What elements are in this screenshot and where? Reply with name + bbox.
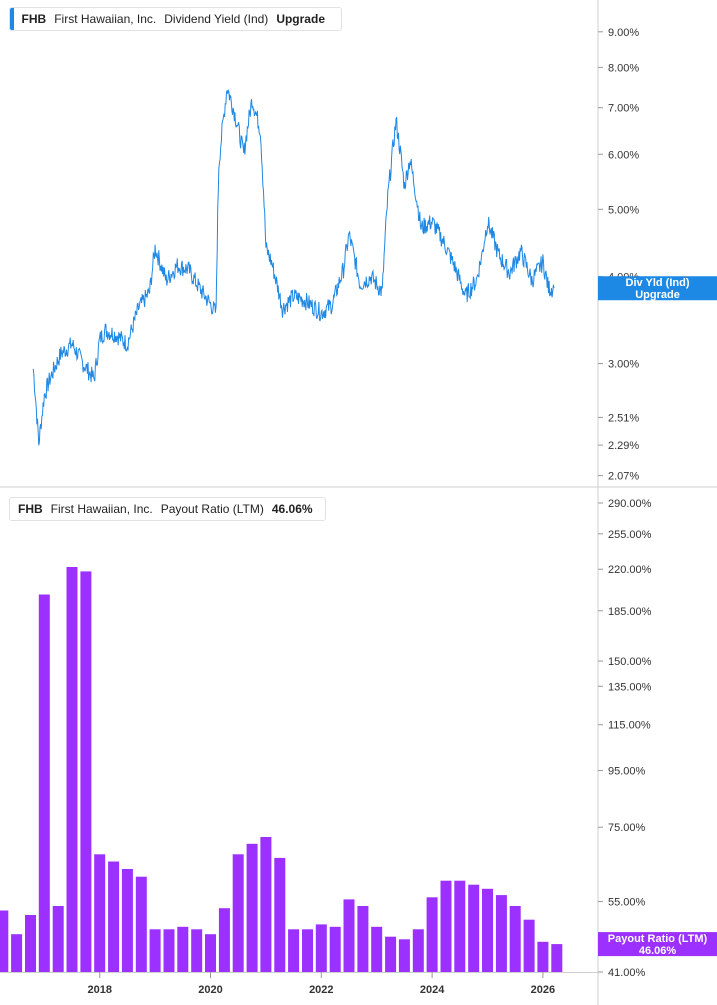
payout-bar (482, 888, 493, 972)
y-tick-label: 55.00% (608, 897, 646, 909)
payout-bar (454, 880, 466, 972)
dividend-yield-plot (32, 88, 555, 446)
payout-bar (80, 571, 92, 972)
payout-bar (426, 897, 438, 972)
x-tick-label: 2026 (531, 984, 555, 996)
payout-bar (218, 908, 230, 972)
y-tick-label: 41.00% (608, 967, 646, 979)
y-tick-label: 7.00% (608, 103, 639, 115)
y-tick-label: 135.00% (608, 681, 652, 693)
legend-company: First Hawaiian, Inc. (50, 502, 153, 516)
payout-bar (246, 843, 258, 972)
dividend-yield-line (32, 88, 555, 446)
payout-bar (38, 594, 50, 972)
y-tick-label: 9.00% (608, 27, 639, 39)
payout-bar (177, 926, 189, 972)
x-tick-label: 2022 (309, 984, 333, 996)
payout-value-tag (598, 932, 717, 957)
x-tick-label: 2020 (198, 984, 222, 996)
payout-bar (232, 854, 244, 972)
payout-bar (94, 854, 106, 972)
payout-bar (149, 929, 161, 972)
payout-bar (385, 936, 397, 972)
y-tick-label: 3.00% (608, 359, 639, 371)
legend-value: 46.06% (271, 502, 313, 516)
payout-bar (468, 884, 480, 972)
payout-bar (495, 895, 507, 972)
y-tick-label: 95.00% (608, 766, 646, 778)
y-tick-label: 2.07% (608, 471, 639, 483)
payout-bar (440, 880, 452, 972)
legend-metric: Payout Ratio (LTM) (160, 502, 264, 516)
payout-bar (205, 934, 216, 972)
y-tick-label: 185.00% (608, 606, 652, 618)
payout-bar (108, 861, 120, 972)
legend-upgrade-link[interactable]: Upgrade (276, 12, 325, 26)
legend-ticker: FHB (18, 502, 43, 516)
payout-bar (288, 929, 300, 972)
y-tick-label: 6.00% (608, 149, 639, 161)
payout-bar (329, 926, 341, 972)
y-tick-label: 2.29% (608, 440, 639, 452)
payout-bar (52, 906, 64, 972)
y-tick-label: 115.00% (608, 720, 651, 732)
yield-tag-line2: Upgrade (635, 289, 680, 301)
payout-ratio-legend: FHB First Hawaiian, Inc. Payout Ratio (L… (9, 497, 326, 521)
payout-bar (509, 906, 521, 972)
yield-tag-line1: Div Yld (Ind) (626, 277, 690, 289)
payout-bar (163, 929, 175, 972)
payout-bar (315, 924, 327, 972)
payout-bar (398, 939, 410, 972)
legend-company: First Hawaiian, Inc. (54, 12, 157, 26)
payout-bar (121, 869, 133, 972)
yield-legend-swatch (10, 8, 14, 30)
payout-bar (371, 926, 383, 972)
payout-bar (191, 929, 203, 972)
payout-bar (343, 899, 355, 972)
y-tick-label: 5.00% (608, 204, 639, 216)
x-tick-label: 2024 (420, 984, 445, 996)
payout-bar (66, 567, 78, 972)
payout-ratio-plot (0, 567, 563, 972)
payout-bar (523, 919, 535, 972)
dividend-yield-legend: FHB First Hawaiian, Inc. Dividend Yield … (9, 7, 342, 31)
payout-bar (274, 857, 286, 972)
payout-bar (551, 944, 563, 972)
y-tick-label: 8.00% (608, 62, 639, 74)
payout-bar (25, 915, 36, 972)
y-tick-label: 150.00% (608, 656, 652, 668)
legend-metric: Dividend Yield (Ind) (164, 12, 269, 26)
payout-bar (302, 929, 313, 972)
payout-bar (0, 910, 9, 972)
legend-ticker: FHB (21, 12, 47, 26)
x-tick-label: 2018 (87, 984, 111, 996)
payout-bar (11, 934, 23, 972)
payout-tag-line2: 46.06% (639, 945, 677, 957)
y-tick-label: 290.00% (608, 498, 652, 510)
y-tick-label: 75.00% (608, 822, 646, 834)
y-tick-label: 255.00% (608, 529, 652, 541)
payout-bar (412, 929, 424, 972)
payout-bar (537, 941, 549, 972)
yield-value-tag (598, 276, 717, 301)
payout-bar (260, 837, 272, 972)
y-tick-label: 2.51% (608, 412, 639, 424)
payout-bar (135, 876, 147, 972)
payout-bar (357, 906, 369, 972)
y-tick-label: 220.00% (608, 564, 652, 576)
payout-tag-line1: Payout Ratio (LTM) (608, 933, 708, 945)
